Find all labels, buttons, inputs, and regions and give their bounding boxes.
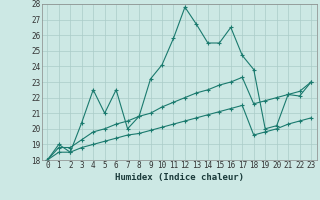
- X-axis label: Humidex (Indice chaleur): Humidex (Indice chaleur): [115, 173, 244, 182]
